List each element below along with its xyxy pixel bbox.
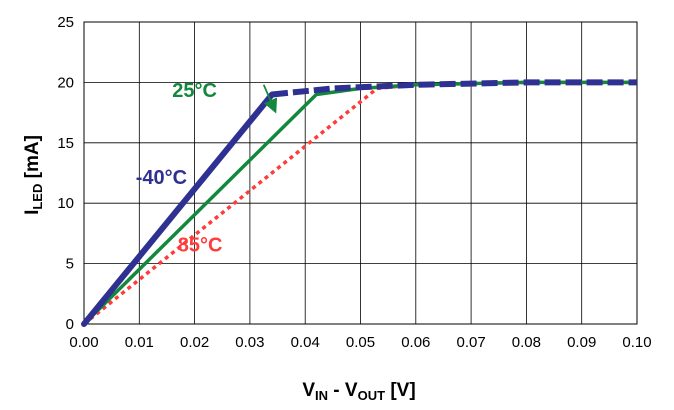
x-tick-label: 0.00 bbox=[69, 334, 98, 351]
series-line-minus40c bbox=[81, 91, 275, 327]
x-ticks: 0.00 0.01 0.02 0.03 0.04 0.05 0.06 0.07 0.08 0.09… bbox=[69, 334, 651, 351]
y-tick-label: 15 bbox=[57, 135, 74, 152]
y-tick-label: 20 bbox=[57, 74, 74, 91]
x-axis-title: VIN - VOUT [V] bbox=[302, 380, 415, 403]
label-25c: 25°C bbox=[172, 80, 217, 102]
series-labels: -40°C 25°C 85°C bbox=[136, 80, 278, 257]
x-tick-label: 0.10 bbox=[622, 334, 651, 351]
y-ticks: 0 5 10 15 20 25 bbox=[57, 14, 74, 333]
x-tick-label: 0.09 bbox=[567, 334, 596, 351]
series-layer bbox=[81, 79, 637, 327]
x-tick-label: 0.04 bbox=[291, 334, 320, 351]
x-tick-label: 0.05 bbox=[346, 334, 375, 351]
x-tick-label: 0.03 bbox=[235, 334, 264, 351]
label-minus40c: -40°C bbox=[136, 167, 187, 189]
x-tick-label: 0.06 bbox=[401, 334, 430, 351]
y-tick-label: 10 bbox=[57, 195, 74, 212]
x-tick-label: 0.07 bbox=[456, 334, 485, 351]
label-arrow-25c bbox=[262, 84, 278, 114]
x-tick-label: 0.08 bbox=[512, 334, 541, 351]
y-tick-label: 5 bbox=[66, 256, 74, 273]
grid bbox=[84, 22, 637, 324]
x-tick-label: 0.02 bbox=[180, 334, 209, 351]
y-axis-title: ILED [mA] bbox=[22, 135, 45, 215]
y-tick-label: 0 bbox=[66, 316, 74, 333]
y-tick-label: 25 bbox=[57, 14, 74, 31]
x-tick-label: 0.01 bbox=[125, 334, 154, 351]
label-85c: 85°C bbox=[178, 235, 223, 257]
